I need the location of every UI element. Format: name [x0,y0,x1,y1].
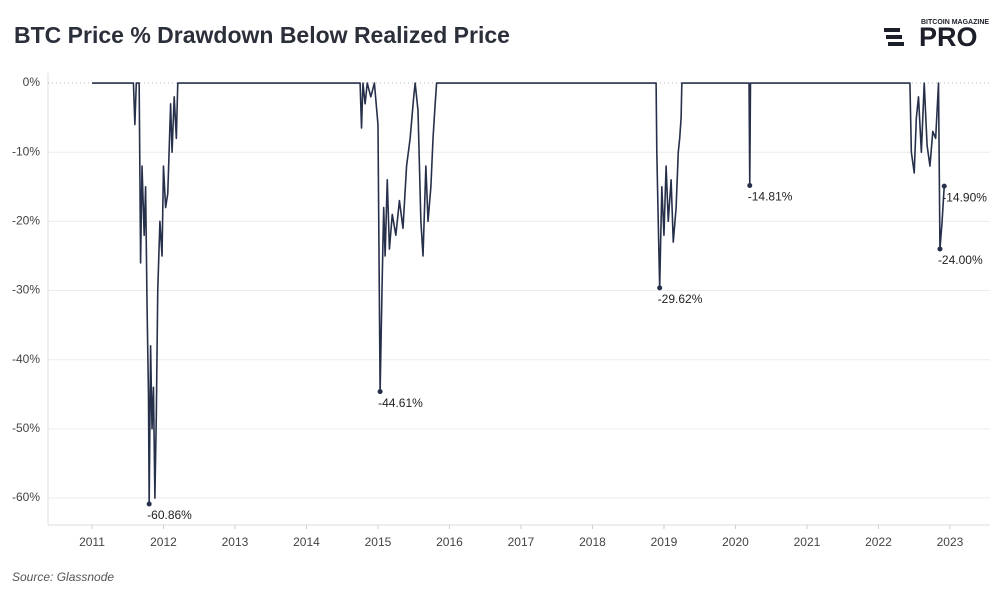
x-tick-label: 2014 [293,535,320,549]
annotation-label: -24.00% [938,253,983,267]
annotation-point [747,182,753,188]
x-tick-label: 2017 [508,535,535,549]
annotation-label: -14.90% [942,190,987,204]
x-tick-label: 2012 [150,535,177,549]
logo: BITCOIN MAGAZINE PRO [884,19,989,52]
y-tick-label: -50% [12,421,40,435]
x-tick-label: 2015 [365,535,392,549]
x-tick-label: 2021 [794,535,821,549]
logo-stripe [886,35,902,39]
annotation-point [941,183,947,189]
logo-stripe [888,42,904,46]
source: Source: Glassnode [12,570,114,584]
x-tick-label: 2022 [865,535,892,549]
logo-stripe [884,28,900,32]
x-tick-label: 2016 [436,535,463,549]
y-tick-label: -40% [12,352,40,366]
logo-big: PRO [919,22,978,52]
chart-title: BTC Price % Drawdown Below Realized Pric… [14,22,510,48]
y-tick-label: 0% [23,75,41,89]
x-tick-label: 2020 [722,535,749,549]
annotation-point [657,285,663,291]
annotation-label: -44.61% [378,396,423,410]
annotation-label: -29.62% [658,292,703,306]
annotation-point [146,501,152,507]
y-tick-label: -10% [12,144,40,158]
logo-icon [884,28,904,46]
x-tick-label: 2019 [651,535,678,549]
annotation-label: -14.81% [748,190,793,204]
x-tick-label: 2018 [579,535,606,549]
annotation-point [937,246,943,252]
annotation-label: -60.86% [147,508,192,522]
x-tick-label: 2023 [937,535,964,549]
y-tick-label: -30% [12,283,40,297]
y-tick-label: -20% [12,214,40,228]
logo-small: BITCOIN MAGAZINE [921,19,989,26]
y-tick-label: -60% [12,490,40,504]
annotation-point [377,389,383,395]
x-tick-label: 2011 [79,535,105,549]
drawdown-line [91,82,946,505]
x-tick-label: 2013 [222,535,249,549]
